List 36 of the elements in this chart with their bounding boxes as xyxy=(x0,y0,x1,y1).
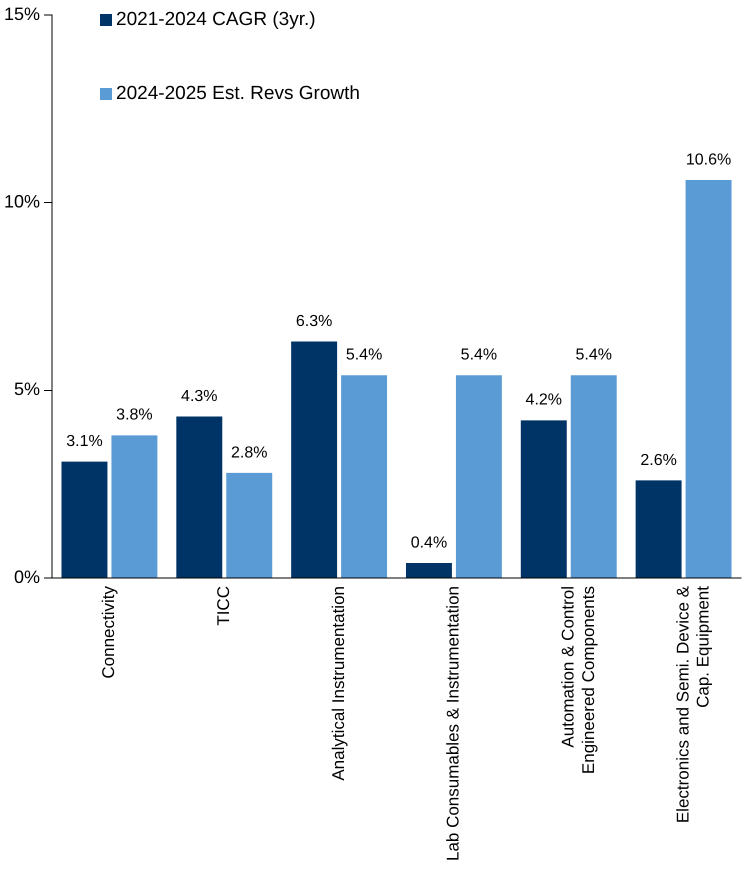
data-label: 5.4% xyxy=(575,346,612,364)
bar xyxy=(570,375,617,578)
data-label: 5.4% xyxy=(460,346,498,364)
x-tick-label: Electronics and Semi. Device & Cap. Equipment xyxy=(673,585,713,824)
data-label: 0.4% xyxy=(410,534,448,552)
data-label: 3.8% xyxy=(116,406,153,424)
legend-label: 2021-2024 CAGR (3yr.) xyxy=(116,9,316,31)
data-label: 10.6% xyxy=(686,151,732,168)
x-tick-label: Automation & Control Engineered Components xyxy=(558,586,598,774)
data-label: 6.3% xyxy=(296,312,332,330)
data-label: 2.6% xyxy=(640,452,677,469)
data-label: 2.8% xyxy=(231,444,268,462)
x-tick-label: TICC xyxy=(214,586,233,626)
bar xyxy=(406,562,452,578)
bar xyxy=(520,420,567,578)
y-tick-label: 0% xyxy=(14,566,40,587)
data-label: 3.1% xyxy=(66,433,103,450)
bar xyxy=(341,375,388,578)
x-tick-label: Analytical Instrumentation xyxy=(328,586,348,781)
y-tick-label: 15% xyxy=(4,4,40,24)
bar xyxy=(61,462,108,578)
data-label: 5.4% xyxy=(346,346,382,364)
y-tick-label: 5% xyxy=(14,379,40,400)
y-tick-label: 10% xyxy=(4,192,40,212)
data-label: 4.2% xyxy=(526,392,562,409)
legend-label: 2024-2025 Est. Revs Growth xyxy=(116,83,360,105)
bar xyxy=(226,472,272,578)
bar xyxy=(111,435,158,578)
bar xyxy=(456,375,502,578)
x-tick-label: Connectivity xyxy=(99,586,118,679)
bar xyxy=(176,416,222,578)
x-tick-label: Lab Consumables & Instrumentation xyxy=(444,586,463,862)
bar xyxy=(686,180,732,578)
bar xyxy=(636,480,682,578)
bar xyxy=(291,341,338,578)
data-label: 4.3% xyxy=(181,388,218,405)
